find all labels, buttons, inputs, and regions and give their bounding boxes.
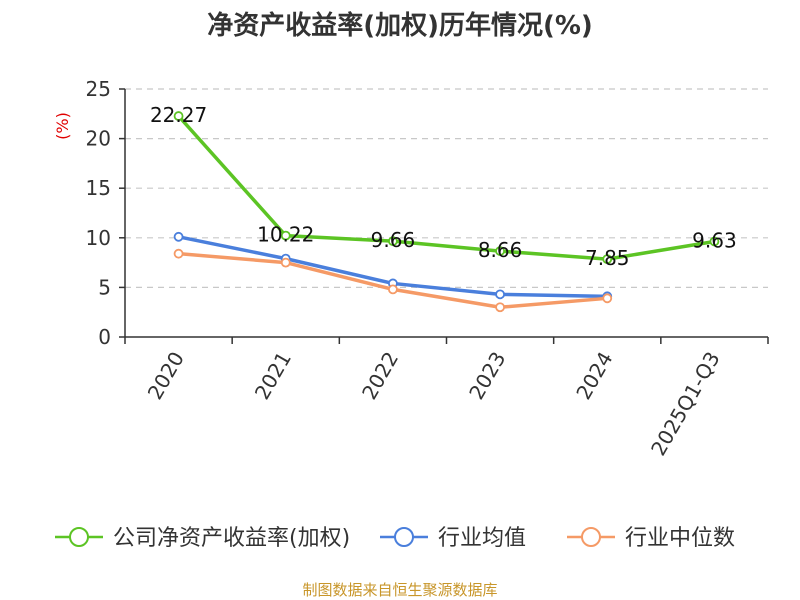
y-tick-label: 0 <box>98 325 111 349</box>
legend-label: 公司净资产收益率(加权) <box>113 526 350 551</box>
data-point <box>280 230 291 241</box>
data-point <box>709 236 720 247</box>
y-tick-label: 25 <box>86 77 111 101</box>
legend-item: 行业均值 <box>380 526 526 551</box>
legend-item: 行业中位数 <box>567 526 735 551</box>
legend-marker <box>69 527 89 547</box>
x-tick-label: 2022 <box>357 348 403 404</box>
legend-marker <box>394 527 414 547</box>
chart-title: 净资产收益率(加权)历年情况(%) <box>207 10 593 41</box>
x-tick-label: 2020 <box>143 348 189 404</box>
data-label: 9.66 <box>371 228 416 252</box>
series-line <box>177 114 715 261</box>
data-label: 9.63 <box>692 228 737 252</box>
x-tick-label: 2021 <box>250 348 296 404</box>
data-labels: 22.27 10.22 9.66 8.66 7.85 9.63 <box>150 103 737 270</box>
data-point <box>173 248 184 259</box>
data-point <box>173 111 184 121</box>
legend-marker <box>581 527 601 547</box>
x-tick-label: 2024 <box>571 348 617 404</box>
data-point <box>173 231 184 242</box>
data-point <box>495 289 505 300</box>
y-tick-label: 20 <box>86 127 111 151</box>
data-point <box>388 236 398 247</box>
y-tick-label: 15 <box>86 176 111 200</box>
legend-item: 公司净资产收益率(加权) <box>55 526 350 551</box>
series-group <box>173 111 720 313</box>
x-tick-label: 2023 <box>464 348 510 404</box>
data-point <box>388 284 398 295</box>
source-note: 制图数据来自恒生聚源数据库 <box>302 581 497 599</box>
y-tick-label: 5 <box>98 275 111 299</box>
legend-label: 行业中位数 <box>625 526 735 551</box>
data-point <box>602 293 613 304</box>
data-point <box>495 246 505 256</box>
data-label: 7.85 <box>585 246 630 270</box>
legend-label: 行业均值 <box>438 526 526 551</box>
data-point <box>602 254 613 265</box>
x-tick-label: 2025Q1-Q3 <box>646 348 725 460</box>
data-label: 10.22 <box>257 223 314 247</box>
legend: 公司净资产收益率(加权) 行业均值 行业中位数 <box>55 526 735 551</box>
data-label: 8.66 <box>478 238 523 262</box>
data-point <box>495 302 505 313</box>
data-point <box>280 257 291 268</box>
data-label: 22.27 <box>150 103 207 127</box>
y-axis-label: (%) <box>53 112 72 140</box>
axes: 0 5 10 15 20 25 2020 2021 2022 2023 2024 2025Q1-Q3 <box>86 77 769 460</box>
y-tick-label: 10 <box>86 226 111 250</box>
